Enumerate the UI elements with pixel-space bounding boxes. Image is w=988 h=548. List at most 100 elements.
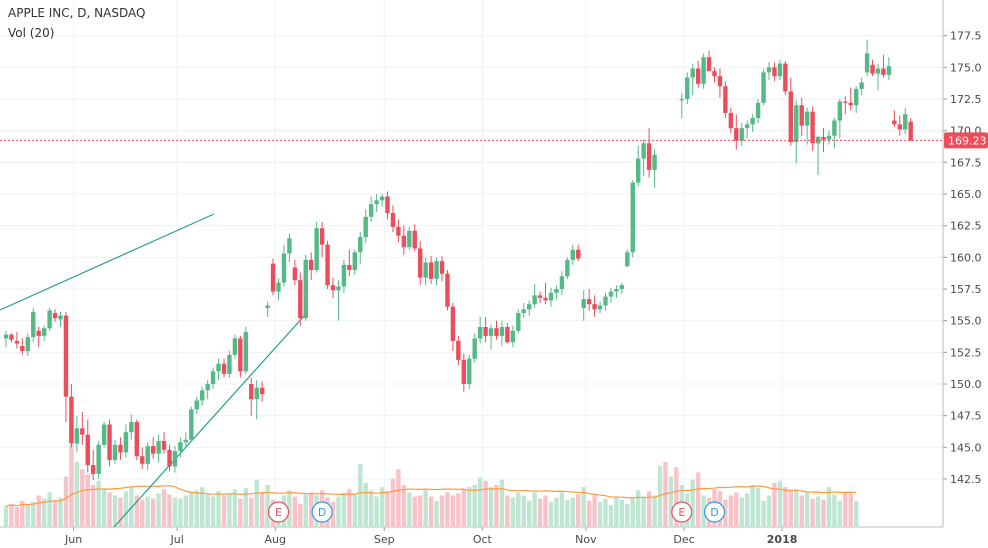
volume-bar bbox=[614, 496, 619, 527]
candle-body bbox=[745, 124, 750, 129]
volume-bar bbox=[401, 485, 407, 527]
volume-bar bbox=[450, 495, 456, 527]
x-tick-label: Jul bbox=[170, 533, 184, 546]
volume-bar bbox=[298, 503, 303, 527]
y-tick-label: 155.0 bbox=[950, 315, 982, 328]
candle-body bbox=[325, 244, 330, 286]
volume-bar bbox=[216, 491, 221, 527]
volume-bar bbox=[178, 498, 183, 527]
candle-body bbox=[238, 338, 243, 372]
volume-bar bbox=[423, 490, 428, 527]
candle-body bbox=[679, 99, 684, 101]
volume-bar bbox=[734, 492, 739, 527]
volume-bar bbox=[123, 491, 129, 527]
candle-body bbox=[91, 465, 96, 474]
volume-bar bbox=[418, 495, 423, 527]
earnings-marker[interactable] bbox=[671, 501, 693, 523]
candle-body bbox=[483, 327, 488, 336]
trend-line-lower[interactable] bbox=[113, 315, 305, 528]
volume-bar bbox=[189, 492, 194, 527]
volume-bar bbox=[646, 491, 652, 527]
y-tick-label: 147.5 bbox=[950, 410, 982, 423]
volume-bar bbox=[636, 490, 641, 527]
candle-body bbox=[319, 228, 325, 245]
candle-body bbox=[783, 63, 788, 92]
dividend-marker[interactable] bbox=[311, 501, 333, 523]
candle-body bbox=[63, 315, 69, 397]
candle-body bbox=[772, 67, 777, 77]
x-tick-label: 2018 bbox=[767, 533, 798, 546]
candle-body bbox=[183, 439, 189, 443]
candle-body bbox=[903, 114, 908, 130]
volume-bar bbox=[603, 498, 608, 527]
volume-bar bbox=[341, 492, 347, 527]
volume-bar bbox=[750, 485, 755, 527]
candle-body bbox=[412, 230, 417, 249]
candle-body bbox=[112, 444, 118, 460]
candle-body bbox=[456, 340, 461, 360]
candle-body bbox=[576, 249, 581, 259]
candle-body bbox=[374, 200, 379, 205]
candle-body bbox=[298, 280, 303, 319]
candle-body bbox=[423, 262, 428, 278]
candle-body bbox=[161, 441, 167, 450]
candle-body bbox=[892, 120, 897, 125]
x-tick-label: Dec bbox=[673, 533, 694, 546]
candle-body bbox=[281, 253, 287, 283]
candle-body bbox=[270, 263, 276, 292]
y-tick-label: 150.0 bbox=[950, 378, 982, 391]
volume-bar bbox=[107, 492, 112, 527]
trend-line-upper[interactable] bbox=[0, 213, 215, 311]
volume-bar bbox=[723, 499, 728, 527]
earnings-marker[interactable] bbox=[267, 501, 290, 523]
volume-bar bbox=[586, 500, 592, 527]
y-tick-label: 160.0 bbox=[950, 251, 982, 264]
volume-bar bbox=[597, 501, 603, 527]
candle-body bbox=[14, 340, 20, 344]
candle-body bbox=[739, 128, 744, 141]
candle-body bbox=[641, 143, 646, 159]
volume-bar bbox=[58, 497, 63, 527]
candle-body bbox=[418, 248, 423, 278]
volume-bar bbox=[150, 498, 156, 527]
volume-bar bbox=[14, 507, 20, 527]
y-tick-label: 142.5 bbox=[950, 473, 982, 486]
candle-body bbox=[205, 384, 210, 391]
candle-body bbox=[761, 72, 766, 103]
candle-body bbox=[292, 267, 298, 281]
volume-bar bbox=[96, 480, 101, 527]
candle-body bbox=[821, 137, 826, 140]
candle-body bbox=[565, 259, 570, 277]
volume-bar bbox=[559, 492, 565, 527]
volume-bar bbox=[674, 467, 679, 527]
x-tick-label: Oct bbox=[473, 533, 493, 546]
volume-bar bbox=[20, 500, 25, 527]
candle-body bbox=[434, 261, 439, 279]
candle-body bbox=[881, 68, 886, 75]
volume-indicator-label[interactable]: Vol (20) bbox=[8, 26, 55, 40]
volume-bar bbox=[445, 492, 450, 527]
candle-body bbox=[385, 196, 390, 213]
y-tick-label: 172.5 bbox=[950, 93, 982, 106]
y-tick-label: 177.5 bbox=[950, 30, 982, 43]
volume-bar bbox=[47, 492, 52, 527]
candle-body bbox=[843, 101, 848, 103]
candle-body bbox=[619, 285, 625, 289]
volume-bar bbox=[156, 493, 161, 527]
candle-body bbox=[734, 128, 739, 141]
candle-body bbox=[646, 143, 652, 170]
volume-bar bbox=[112, 495, 118, 527]
volume-bar bbox=[31, 501, 36, 527]
candle-body bbox=[243, 332, 248, 372]
dividend-marker[interactable] bbox=[703, 501, 726, 523]
candle-body bbox=[80, 428, 85, 435]
candle-body bbox=[532, 295, 537, 305]
volume-bar bbox=[396, 469, 401, 527]
volume-bar bbox=[576, 494, 581, 527]
candle-body bbox=[330, 285, 336, 291]
volume-bar bbox=[499, 479, 505, 527]
y-tick-label: 152.5 bbox=[950, 346, 982, 359]
candle-body bbox=[118, 444, 123, 453]
